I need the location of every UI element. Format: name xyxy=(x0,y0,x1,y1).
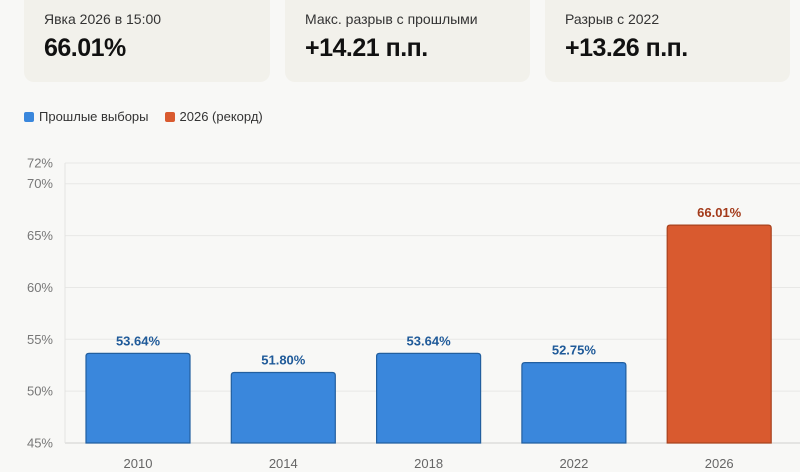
stat-label: Явка 2026 в 15:00 xyxy=(44,11,162,27)
data-label-2010: 53.64% xyxy=(116,333,161,348)
y-tick-label: 45% xyxy=(27,436,53,451)
x-tick-label: 2018 xyxy=(414,456,443,471)
chart-legend: Прошлые выборы 2026 (рекорд) xyxy=(24,109,263,124)
x-tick-label: 2026 xyxy=(705,456,734,471)
legend-label: Прошлые выборы xyxy=(39,109,149,124)
y-tick-label: 72% xyxy=(27,156,53,171)
y-tick-label: 65% xyxy=(27,228,53,243)
stat-label: Макс. разрыв с прошлыми xyxy=(305,11,478,27)
stat-label: Разрыв с 2022 xyxy=(565,11,660,27)
legend-swatch-past xyxy=(24,111,34,122)
legend-label: 2026 (рекорд) xyxy=(179,109,263,124)
y-tick-label: 50% xyxy=(27,384,53,399)
data-label-2026: 66.01% xyxy=(697,205,742,220)
data-label-2014: 51.80% xyxy=(261,352,306,367)
stat-value: 66.01% xyxy=(44,34,126,62)
stat-value: +14.21 п.п. xyxy=(305,34,428,62)
bar-2014 xyxy=(230,371,336,444)
legend-item-past: Прошлые выборы xyxy=(24,109,149,124)
x-tick-label: 2014 xyxy=(269,456,298,471)
y-tick-label: 60% xyxy=(27,280,53,295)
bar-2010 xyxy=(85,352,191,444)
x-tick-label: 2010 xyxy=(124,456,153,471)
data-label-2022: 52.75% xyxy=(552,343,597,358)
stat-card-gap-2022: Разрыв с 2022 +13.26 п.п. xyxy=(545,0,790,82)
stat-card-max-gap: Макс. разрыв с прошлыми +14.21 п.п. xyxy=(285,0,530,82)
x-tick-label: 2022 xyxy=(559,456,588,471)
bar-2026 xyxy=(666,224,772,444)
bar-2018 xyxy=(376,352,482,444)
stat-value: +13.26 п.п. xyxy=(565,34,688,62)
stat-card-turnout: Явка 2026 в 15:00 66.01% xyxy=(24,0,270,82)
y-tick-label: 70% xyxy=(27,176,53,191)
legend-item-record: 2026 (рекорд) xyxy=(164,109,263,124)
y-tick-label: 55% xyxy=(27,332,53,347)
bar-2022 xyxy=(521,362,627,444)
data-label-2018: 53.64% xyxy=(407,333,452,348)
legend-swatch-record xyxy=(164,111,175,122)
